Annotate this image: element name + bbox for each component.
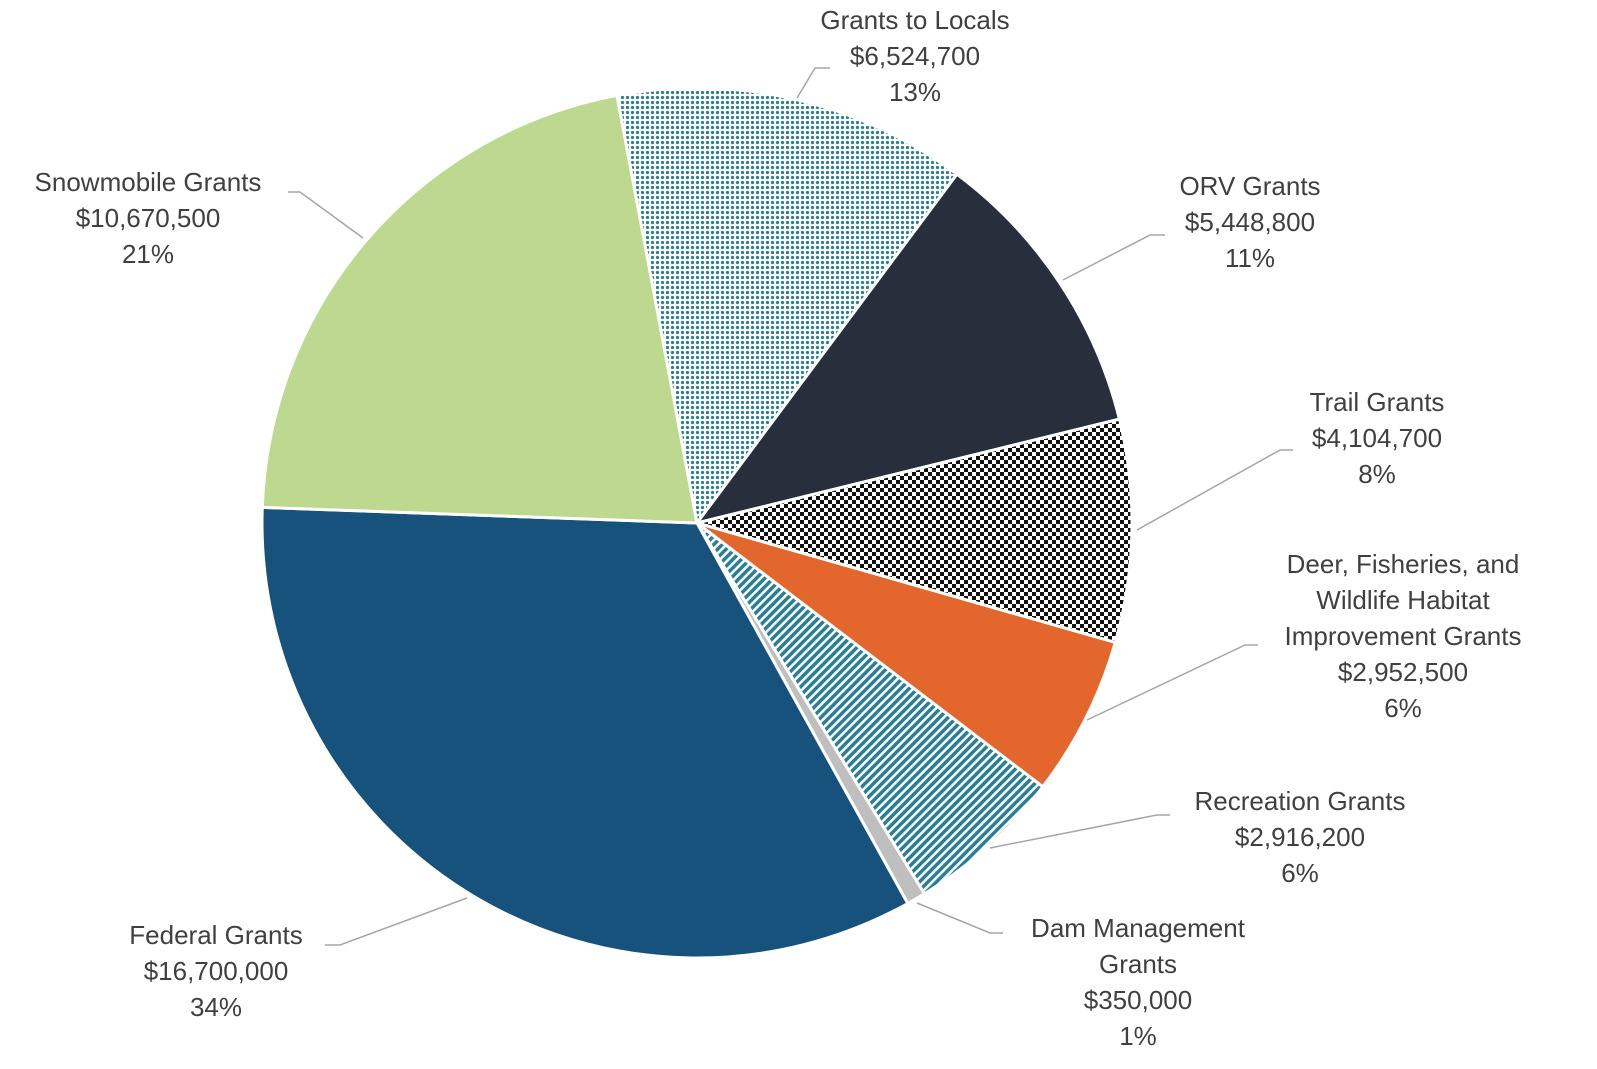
percent-label: 13%	[888, 77, 942, 107]
percent-label: 1%	[1119, 1021, 1157, 1051]
value-label: $6,524,700	[849, 41, 981, 71]
pie-slice	[696, 521, 1118, 789]
data-label: Recreation Grants $2,916,200 6%	[1140, 783, 1460, 891]
percent-label: 6%	[1384, 693, 1422, 723]
data-label: Grants to Locals $6,524,700 13%	[735, 2, 1095, 110]
percent-label: 6%	[1281, 858, 1319, 888]
leader-line	[1086, 644, 1258, 721]
leader-line	[989, 814, 1170, 849]
pie-slice	[260, 93, 699, 525]
data-label: Federal Grants $16,700,000 34%	[66, 917, 366, 1025]
data-label: Deer, Fisheries, and Wildlife Habitat Im…	[1253, 546, 1553, 726]
percent-label: 11%	[1224, 243, 1276, 273]
value-label: $2,952,500	[1337, 657, 1469, 687]
percent-label: 34%	[189, 992, 243, 1022]
category-label: ORV Grants	[1179, 171, 1321, 201]
data-label: Snowmobile Grants $10,670,500 21%	[3, 164, 293, 272]
leader-line	[1136, 449, 1293, 531]
percent-label: 8%	[1358, 459, 1396, 489]
leader-line	[288, 191, 364, 239]
category-label: Recreation Grants	[1194, 786, 1406, 816]
data-label: Trail Grants $4,104,700 8%	[1227, 384, 1527, 492]
pie-slice	[691, 417, 1134, 645]
leader-line	[1062, 234, 1165, 281]
category-label: Federal Grants	[129, 920, 303, 950]
leader-line	[325, 897, 468, 946]
pie-slice	[695, 521, 1045, 896]
value-label: $4,104,700	[1311, 423, 1443, 453]
pie-slice	[693, 172, 1122, 526]
leader-line	[796, 67, 830, 99]
value-label: $2,916,200	[1234, 822, 1366, 852]
data-label: ORV Grants $5,448,800 11%	[1100, 168, 1400, 276]
category-label: Snowmobile Grants	[34, 167, 262, 197]
category-label: Dam Management Grants	[1031, 913, 1245, 979]
category-label: Trail Grants	[1309, 387, 1445, 417]
value-label: $16,700,000	[143, 956, 289, 986]
value-label: $10,670,500	[75, 203, 221, 233]
pie-slice	[615, 86, 960, 527]
data-label: Dam Management Grants $350,000 1%	[998, 910, 1278, 1054]
category-label: Grants to Locals	[820, 5, 1010, 35]
pie-slice	[260, 505, 910, 960]
category-label: Deer, Fisheries, and Wildlife Habitat Im…	[1284, 549, 1522, 651]
value-label: $350,000	[1083, 985, 1193, 1015]
percent-label: 21%	[121, 239, 175, 269]
leader-line	[916, 902, 1003, 934]
value-label: $5,448,800	[1184, 207, 1316, 237]
